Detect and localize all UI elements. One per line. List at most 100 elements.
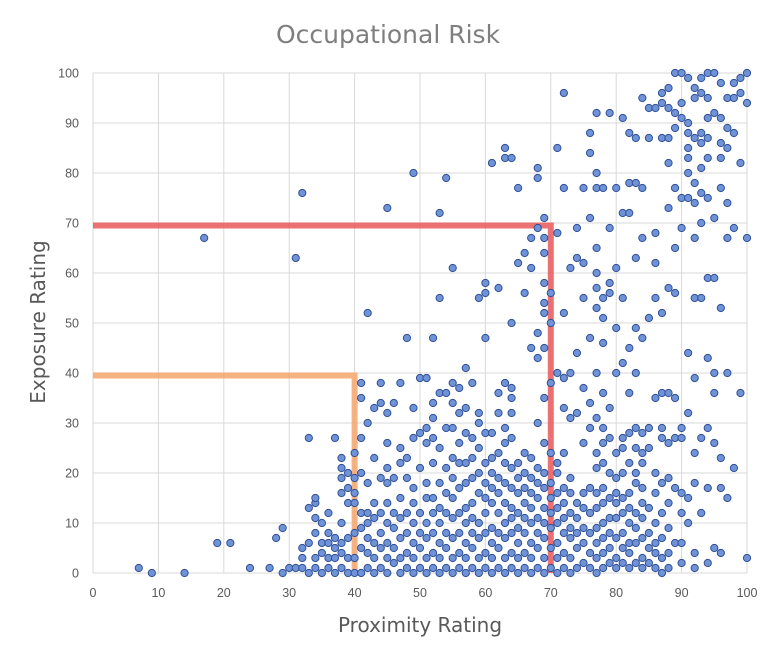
- data-point: [631, 253, 640, 263]
- data-point: [147, 568, 156, 578]
- data-point: [134, 563, 143, 573]
- data-point: [428, 398, 438, 408]
- data-point: [651, 293, 660, 303]
- data-point: [507, 393, 516, 403]
- data-point: [461, 568, 470, 578]
- data-point: [566, 413, 575, 423]
- data-point: [455, 483, 464, 493]
- data-point: [664, 498, 673, 508]
- data-point: [402, 453, 412, 463]
- data-point: [566, 533, 575, 543]
- data-point: [625, 488, 634, 498]
- data-point: [566, 568, 575, 578]
- data-point: [540, 483, 549, 493]
- data-point: [697, 128, 706, 138]
- data-point: [494, 473, 503, 483]
- data-point: [226, 538, 235, 548]
- data-point: [442, 563, 451, 573]
- data-point: [200, 233, 209, 243]
- data-point: [579, 538, 588, 548]
- data-point: [298, 188, 307, 198]
- data-point: [612, 323, 621, 333]
- data-point: [638, 428, 647, 438]
- data-point: [729, 78, 739, 88]
- data-point: [448, 473, 457, 483]
- data-point: [507, 548, 516, 558]
- data-point: [631, 468, 640, 478]
- data-point: [540, 278, 549, 288]
- data-point: [337, 488, 346, 498]
- data-point: [657, 533, 667, 543]
- data-points: [134, 68, 752, 578]
- data-point: [677, 508, 686, 518]
- data-point: [540, 298, 549, 308]
- data-point: [343, 483, 353, 493]
- data-point: [697, 138, 706, 148]
- data-point: [540, 468, 549, 478]
- data-point: [494, 508, 503, 518]
- data-point: [736, 388, 745, 398]
- data-point: [481, 288, 490, 298]
- data-point: [494, 283, 503, 293]
- data-point: [572, 513, 582, 523]
- data-point: [527, 473, 536, 483]
- data-point: [422, 373, 431, 383]
- data-point: [644, 443, 654, 453]
- data-point: [448, 453, 457, 463]
- y-tick-label: 100: [58, 67, 79, 81]
- data-point: [612, 368, 621, 378]
- data-point: [468, 473, 477, 483]
- data-point: [533, 173, 542, 183]
- data-point: [343, 533, 353, 543]
- threshold-line: [93, 372, 358, 573]
- data-point: [415, 428, 425, 438]
- data-point: [461, 478, 470, 488]
- data-point: [664, 523, 673, 533]
- data-point: [514, 538, 523, 548]
- data-point: [527, 343, 536, 353]
- data-point: [638, 183, 647, 193]
- data-point: [703, 153, 712, 163]
- data-point: [527, 453, 536, 463]
- data-point: [428, 333, 438, 343]
- y-tick-label: 40: [65, 367, 79, 381]
- data-point: [729, 93, 739, 103]
- data-point: [559, 483, 568, 493]
- data-point: [376, 473, 385, 483]
- data-point: [494, 448, 503, 458]
- data-point: [599, 388, 608, 398]
- data-point: [625, 208, 634, 218]
- data-point: [350, 553, 359, 563]
- data-point: [402, 508, 412, 518]
- data-point: [710, 108, 719, 118]
- data-point: [723, 368, 732, 378]
- data-point: [514, 488, 523, 498]
- x-tick-labels: 0 10 20 30 40 50 60 70 80 90 100: [90, 586, 758, 600]
- data-point: [468, 543, 477, 553]
- data-point: [566, 368, 575, 378]
- data-point: [690, 83, 699, 93]
- data-point: [553, 568, 562, 578]
- data-point: [481, 333, 490, 343]
- data-point: [572, 528, 582, 538]
- data-point: [697, 73, 706, 83]
- data-point: [527, 263, 536, 273]
- data-point: [736, 158, 745, 168]
- data-point: [448, 533, 457, 543]
- data-point: [507, 433, 516, 443]
- data-point: [716, 483, 725, 493]
- data-point: [461, 503, 470, 513]
- data-point: [409, 403, 418, 413]
- data-point: [350, 488, 359, 498]
- data-point: [579, 293, 588, 303]
- data-point: [500, 378, 510, 388]
- data-point: [697, 88, 706, 98]
- data-point: [690, 448, 699, 458]
- x-tick-label: 50: [413, 586, 427, 600]
- data-point: [468, 498, 477, 508]
- data-point: [559, 548, 568, 558]
- data-point: [389, 543, 398, 553]
- data-point: [585, 528, 595, 538]
- data-point: [729, 463, 739, 473]
- data-point: [579, 438, 588, 448]
